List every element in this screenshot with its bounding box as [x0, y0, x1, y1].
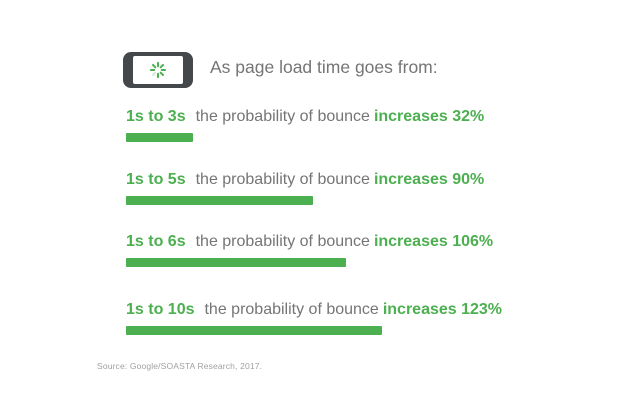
bounce-row-1s-10s: 1s to 10s the probability of bounce increa… [126, 300, 502, 335]
phone-screen [133, 56, 183, 84]
load-time-range: 1s to 6s [126, 233, 186, 250]
row-description: the probability of bounce [195, 233, 370, 250]
row-text: 1s to 3s the probability of bounce increas… [126, 107, 484, 127]
bounce-bar [126, 258, 347, 267]
row-description: the probability of bounce [195, 108, 370, 125]
bounce-row-1s-3s: 1s to 3s the probability of bounce increas… [126, 107, 484, 142]
loading-spinner-icon [149, 61, 167, 79]
row-description: the probability of bounce [195, 171, 370, 188]
phone-loading-icon [123, 52, 193, 88]
row-text: 1s to 6s the probability of bounce increas… [126, 232, 493, 252]
bounce-row-1s-6s: 1s to 6s the probability of bounce increas… [126, 232, 493, 267]
bounce-increase-value: increases 123% [382, 301, 503, 318]
bounce-bar [126, 326, 382, 335]
bounce-increase-value: increases 32% [373, 108, 485, 125]
bounce-bar [126, 196, 314, 205]
row-description: the probability of bounce [204, 301, 379, 318]
row-text: 1s to 10s the probability of bounce increa… [126, 300, 502, 320]
bounce-bar [126, 133, 193, 142]
load-time-range: 1s to 10s [126, 301, 195, 318]
page-title: As page load time goes from: [210, 57, 438, 77]
bounce-row-1s-5s: 1s to 5s the probability of bounce increas… [126, 170, 484, 205]
load-time-range: 1s to 3s [126, 108, 186, 125]
source-attribution: Source: Google/SOASTA Research, 2017. [97, 361, 263, 371]
row-text: 1s to 5s the probability of bounce increas… [126, 170, 484, 190]
bounce-increase-value: increases 106% [373, 233, 494, 250]
bounce-increase-value: increases 90% [373, 171, 485, 188]
load-time-range: 1s to 5s [126, 171, 186, 188]
